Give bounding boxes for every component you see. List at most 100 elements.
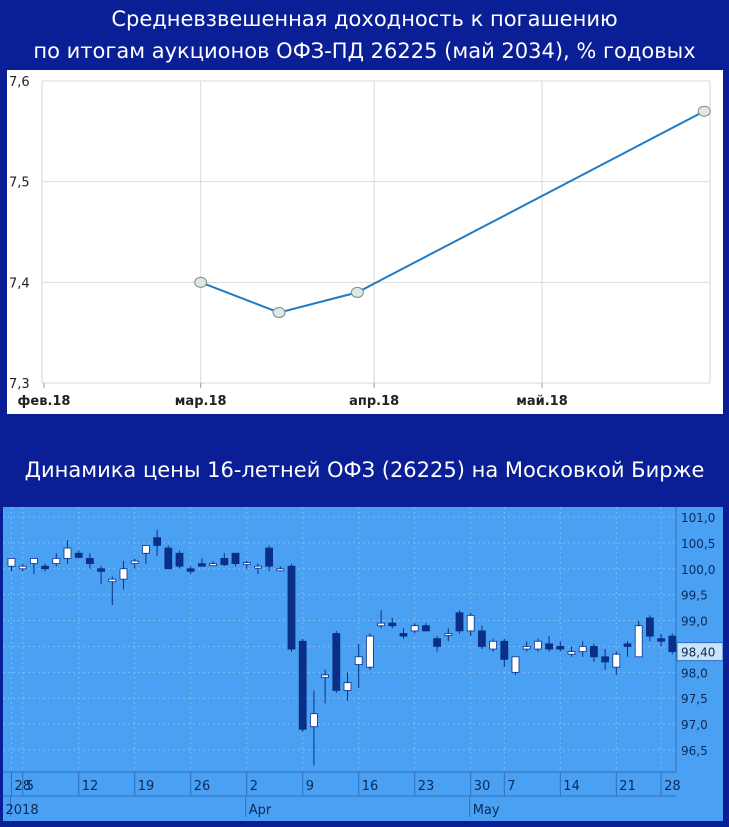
period-label: Apr [249,803,272,818]
candle-body [634,625,643,658]
candle-body [164,547,173,570]
candle-body [253,565,262,569]
candle-body [231,552,240,565]
price-tick-label: 96,5 [681,744,708,758]
candle-body [186,568,195,572]
candle-body [466,614,475,632]
x-tick-label: фев.18 [18,394,71,409]
y-tick-label: 7,5 [9,176,30,191]
period-label: May [473,803,500,818]
candle-body [477,630,486,647]
date-tick-label: 12 [82,779,99,794]
candle-body [354,656,363,665]
candle-body [153,537,162,546]
candle-body [601,656,609,663]
date-tick-label: 2 [250,779,258,794]
period-label: 2018 [6,803,39,818]
candle-body [377,622,386,627]
candle-body [41,565,49,570]
candle-body [421,625,430,632]
y-tick-label: 7,3 [9,377,30,392]
price-candlestick-chart: 101,0100,5100,099,599,098,598,097,597,09… [3,507,724,818]
date-tick-label: 9 [306,779,314,794]
candle-body [668,635,677,653]
last-price-label: 98,40 [681,646,715,660]
candle-body [590,646,598,658]
price-tick-label: 99,5 [681,589,708,603]
candle-body [175,552,184,567]
candle-body [321,674,330,678]
chart2-title: Динамика цены 16-летней ОФЗ (26225) на М… [24,458,705,482]
candle-body [511,656,520,673]
x-tick-label: май.18 [516,394,568,409]
price-tick-label: 100,5 [681,537,715,551]
candle-body [489,640,498,650]
candle-body [29,558,38,564]
candle-body [74,552,83,558]
candle-body [287,565,296,650]
candle-body [130,560,139,565]
candle-body [63,547,72,559]
yield-data-point [350,286,364,298]
candle-body [108,578,117,583]
price-tick-label: 97,5 [681,692,708,706]
candle-body [612,653,621,668]
y-tick-label: 7,6 [9,75,30,90]
candle-body [623,643,632,647]
candle-body [455,612,464,632]
candle-body [657,638,665,642]
candle-body [343,682,352,691]
candle-body [276,568,285,572]
yield-series-line [200,110,705,314]
date-tick-label: 23 [418,779,435,794]
date-tick-label: 5 [26,779,34,794]
candle-body [365,635,374,668]
yield-data-point [194,276,208,288]
candle-body [298,640,307,730]
candle-body [399,633,408,637]
candle-body [534,640,542,650]
candle-body [309,713,318,728]
candle-body [567,651,576,655]
candle-body [86,558,94,564]
yield-data-point [272,307,286,319]
candle-body [119,568,128,580]
candle-body [52,558,61,564]
candle-body [388,622,397,627]
chart1-title-line1: Средневзвешенная доходность к погашению [111,7,618,31]
price-tick-label: 97,0 [681,718,708,732]
candle-body [220,558,229,566]
chart1-title-banner: Средневзвешенная доходность к погашению … [0,0,729,73]
candle-body [444,633,453,636]
candle-body [97,568,105,572]
price-tick-label: 101,0 [681,511,715,525]
date-tick-label: 16 [362,779,379,794]
x-tick-label: апр.18 [349,394,399,409]
date-tick-label: 7 [507,779,515,794]
date-tick-label: 19 [138,779,155,794]
candle-body [141,545,150,554]
date-tick-label: 21 [619,779,636,794]
date-tick-label: 30 [474,779,491,794]
candle-body [265,547,274,567]
price-chart-panel: 101,0100,5100,099,599,098,598,097,597,09… [3,507,724,821]
x-tick-label: мар.18 [175,394,227,409]
y-tick-label: 7,4 [9,276,30,291]
date-tick-label: 28 [664,779,681,794]
yield-line-chart: 7,3 7,4 7,5 7,6 фев.18 мар.18 апр.18 май.18 [9,75,711,409]
price-tick-label: 98,0 [681,666,708,680]
candle-body [545,643,553,650]
yield-data-point [697,105,711,117]
price-tick-label: 100,0 [681,563,715,577]
candle-body [197,563,206,567]
candle-body [18,565,27,570]
candle-body [646,617,654,637]
date-tick-label: 26 [194,779,211,794]
candle-body [556,646,565,650]
candle-body [242,562,251,565]
chart2-title-banner: Динамика цены 16-летней ОФЗ (26225) на М… [0,440,729,500]
candle-body [433,638,442,647]
candle-body [522,646,531,650]
candle-body [7,558,16,567]
candle-body [410,625,419,632]
